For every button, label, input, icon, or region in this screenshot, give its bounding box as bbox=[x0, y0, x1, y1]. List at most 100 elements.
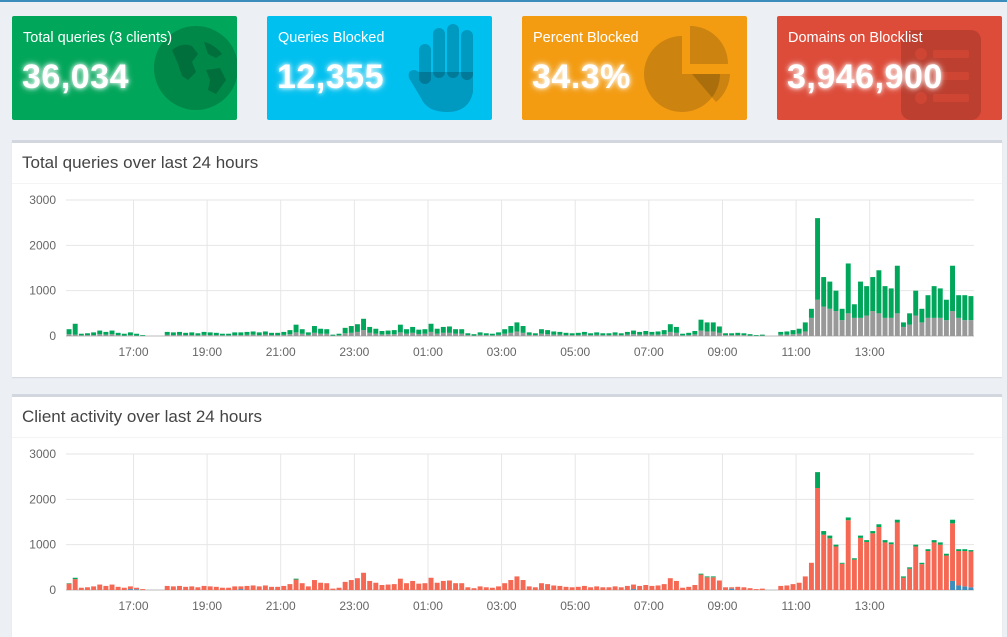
permitted-bar[interactable] bbox=[625, 332, 630, 335]
blocked-bar[interactable] bbox=[281, 335, 286, 336]
permitted-bar[interactable] bbox=[840, 309, 845, 320]
permitted-bar[interactable] bbox=[312, 326, 317, 333]
blocked-bar[interactable] bbox=[214, 335, 219, 336]
permitted-bar[interactable] bbox=[398, 325, 403, 333]
client-2-bar[interactable] bbox=[600, 587, 605, 590]
client-2-bar[interactable] bbox=[827, 538, 832, 590]
client-2-bar[interactable] bbox=[717, 580, 722, 590]
permitted-bar[interactable] bbox=[202, 332, 207, 335]
blocked-bar[interactable] bbox=[895, 313, 900, 336]
client-2-bar[interactable] bbox=[472, 588, 477, 590]
blocked-bar[interactable] bbox=[521, 333, 526, 336]
blocked-bar[interactable] bbox=[238, 335, 243, 336]
permitted-bar[interactable] bbox=[422, 329, 427, 334]
blocked-bar[interactable] bbox=[349, 333, 354, 336]
permitted-bar[interactable] bbox=[729, 333, 734, 335]
permitted-bar[interactable] bbox=[171, 332, 176, 335]
client-2-bar[interactable] bbox=[257, 586, 262, 590]
permitted-bar[interactable] bbox=[183, 333, 188, 335]
client-2-bar[interactable] bbox=[668, 578, 673, 590]
client-3-bar[interactable] bbox=[883, 540, 888, 542]
permitted-bar[interactable] bbox=[91, 332, 96, 335]
permitted-bar[interactable] bbox=[122, 334, 127, 336]
client-2-bar[interactable] bbox=[809, 563, 814, 590]
permitted-bar[interactable] bbox=[901, 322, 906, 327]
blocked-bar[interactable] bbox=[343, 333, 348, 336]
client-2-bar[interactable] bbox=[91, 586, 96, 590]
blocked-bar[interactable] bbox=[386, 334, 391, 336]
permitted-bar[interactable] bbox=[508, 326, 513, 333]
permitted-bar[interactable] bbox=[527, 332, 532, 334]
permitted-bar[interactable] bbox=[521, 326, 526, 333]
client-3-bar[interactable] bbox=[821, 531, 826, 535]
permitted-bar[interactable] bbox=[821, 277, 826, 306]
client-2-bar[interactable] bbox=[398, 579, 403, 590]
permitted-bar[interactable] bbox=[889, 288, 894, 317]
permitted-bar[interactable] bbox=[134, 334, 139, 336]
client-1-bar[interactable] bbox=[968, 587, 973, 590]
client-2-bar[interactable] bbox=[410, 581, 415, 590]
client-2-bar[interactable] bbox=[85, 587, 90, 590]
client-3-bar[interactable] bbox=[919, 563, 924, 564]
client-2-bar[interactable] bbox=[79, 588, 84, 590]
permitted-bar[interactable] bbox=[245, 332, 250, 335]
client-3-bar[interactable] bbox=[711, 576, 716, 577]
client-2-bar[interactable] bbox=[699, 575, 704, 590]
permitted-bar[interactable] bbox=[778, 332, 783, 335]
permitted-bar[interactable] bbox=[827, 282, 832, 309]
blocked-bar[interactable] bbox=[177, 335, 182, 336]
client-2-bar[interactable] bbox=[594, 586, 599, 590]
blocked-bar[interactable] bbox=[465, 335, 470, 336]
blocked-bar[interactable] bbox=[600, 335, 605, 336]
client-2-bar[interactable] bbox=[729, 587, 734, 588]
client-1-bar[interactable] bbox=[950, 581, 955, 590]
blocked-bar[interactable] bbox=[245, 335, 250, 336]
client-3-bar[interactable] bbox=[968, 550, 973, 551]
blocked-bar[interactable] bbox=[913, 316, 918, 336]
blocked-bar[interactable] bbox=[416, 334, 421, 336]
client-2-bar[interactable] bbox=[140, 589, 145, 590]
permitted-bar[interactable] bbox=[557, 332, 562, 335]
client-3-bar[interactable] bbox=[876, 524, 881, 527]
blocked-bar[interactable] bbox=[379, 334, 384, 336]
client-1-bar[interactable] bbox=[956, 585, 961, 590]
permitted-bar[interactable] bbox=[195, 333, 200, 335]
permitted-bar[interactable] bbox=[735, 333, 740, 335]
client-2-bar[interactable] bbox=[318, 583, 323, 590]
permitted-bar[interactable] bbox=[238, 332, 243, 335]
client-2-bar[interactable] bbox=[956, 551, 961, 585]
client-2-bar[interactable] bbox=[760, 589, 765, 590]
permitted-bar[interactable] bbox=[686, 333, 691, 335]
blocked-bar[interactable] bbox=[735, 335, 740, 336]
blocked-bar[interactable] bbox=[337, 335, 342, 336]
blocked-bar[interactable] bbox=[269, 335, 274, 336]
client-3-bar[interactable] bbox=[932, 540, 937, 542]
permitted-bar[interactable] bbox=[367, 327, 372, 333]
blocked-bar[interactable] bbox=[183, 335, 188, 336]
client-2-bar[interactable] bbox=[938, 545, 943, 590]
permitted-bar[interactable] bbox=[791, 330, 796, 334]
blocked-bar[interactable] bbox=[938, 318, 943, 336]
client-2-bar[interactable] bbox=[545, 584, 550, 590]
blocked-bar[interactable] bbox=[582, 335, 587, 336]
client-2-bar[interactable] bbox=[195, 587, 200, 590]
permitted-bar[interactable] bbox=[962, 295, 967, 320]
client-2-bar[interactable] bbox=[784, 585, 789, 590]
client-2-bar[interactable] bbox=[214, 587, 219, 590]
blocked-bar[interactable] bbox=[625, 335, 630, 336]
blocked-bar[interactable] bbox=[962, 320, 967, 336]
permitted-bar[interactable] bbox=[570, 333, 575, 335]
blocked-bar[interactable] bbox=[373, 334, 378, 336]
client-3-bar[interactable] bbox=[870, 531, 875, 533]
client-3-bar[interactable] bbox=[852, 558, 857, 559]
client-2-bar[interactable] bbox=[680, 588, 685, 590]
client-2-bar[interactable] bbox=[551, 585, 556, 590]
permitted-bar[interactable] bbox=[429, 324, 434, 332]
client-2-bar[interactable] bbox=[576, 587, 581, 590]
permitted-bar[interactable] bbox=[251, 331, 256, 334]
total-queries-tile[interactable]: Total queries (3 clients) 36,034 bbox=[12, 16, 237, 120]
client-2-bar[interactable] bbox=[202, 586, 207, 590]
client-2-bar[interactable] bbox=[183, 587, 188, 590]
permitted-bar[interactable] bbox=[846, 263, 851, 313]
client-2-bar[interactable] bbox=[876, 527, 881, 590]
